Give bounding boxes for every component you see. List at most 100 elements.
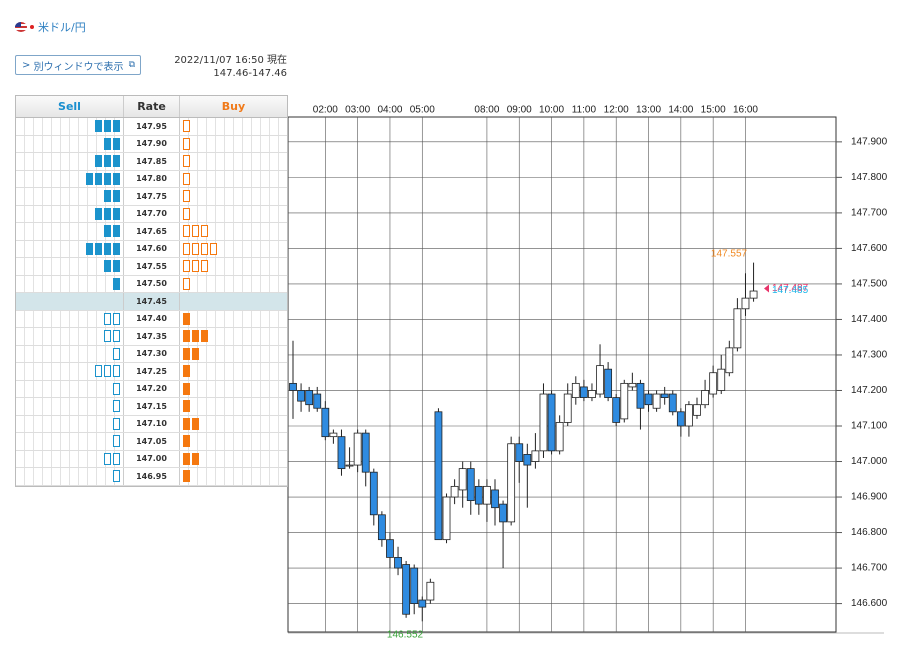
candle-body	[733, 308, 742, 349]
rate-cell: 147.50	[123, 275, 180, 292]
buy-cell	[180, 415, 287, 432]
y-tick-label: 147.500	[851, 279, 888, 290]
sell-block	[104, 190, 111, 202]
candle-body	[636, 382, 645, 409]
candle-body	[547, 393, 556, 452]
candle-body	[701, 390, 709, 406]
sell-cell	[16, 240, 123, 257]
buy-cell	[180, 240, 287, 257]
candle-body	[297, 390, 305, 402]
sell-block	[113, 225, 120, 237]
buy-block	[192, 417, 199, 430]
order-row: 146.95	[16, 468, 287, 486]
candle-body	[539, 393, 548, 452]
buy-cell	[180, 118, 287, 135]
timestamp-block: 2022/11/07 16:50 現在 147.46-147.46	[174, 54, 287, 80]
sell-block	[104, 120, 111, 132]
y-tick-label: 147.600	[851, 243, 888, 254]
sell-block	[95, 172, 102, 185]
order-row: 147.50	[16, 275, 287, 293]
rate-cell: 147.80	[123, 170, 180, 187]
x-tick-label: 13:00	[636, 105, 661, 116]
candle-body	[717, 368, 726, 391]
order-row: 147.65	[16, 223, 287, 241]
candle-body	[377, 514, 386, 541]
x-tick-label: 15:00	[701, 105, 726, 116]
rate-cell: 147.85	[123, 153, 180, 170]
candle-body	[531, 450, 540, 462]
buy-block	[210, 242, 217, 255]
rate-cell: 147.95	[123, 118, 180, 135]
sell-block	[113, 172, 120, 185]
buy-block	[201, 330, 208, 342]
candle-body	[345, 464, 354, 467]
y-tick-label: 146.800	[851, 527, 888, 538]
sell-block	[113, 470, 120, 482]
y-tick-label: 147.700	[851, 208, 888, 219]
buy-block	[192, 452, 199, 465]
x-tick-label: 14:00	[668, 105, 693, 116]
window-icon: ⧉	[128, 60, 135, 70]
buy-block	[183, 435, 190, 447]
x-tick-label: 04:00	[377, 105, 402, 116]
buy-block	[192, 242, 199, 255]
sell-block	[113, 242, 120, 255]
candle-body	[418, 599, 427, 608]
sell-cell	[16, 275, 123, 292]
candle-body	[579, 386, 588, 398]
order-row: 147.45	[16, 293, 287, 311]
sell-cell	[16, 310, 123, 327]
price-marker	[764, 284, 769, 293]
sell-block	[104, 137, 111, 150]
candle-body	[499, 503, 507, 523]
y-tick-label: 146.900	[851, 492, 888, 503]
sell-block	[86, 172, 93, 185]
buy-cell	[180, 223, 287, 240]
buy-cell	[180, 433, 287, 450]
candle-body	[361, 432, 370, 473]
order-row: 147.15	[16, 398, 287, 416]
candle-body	[668, 393, 677, 413]
buy-block	[183, 452, 190, 465]
sell-block	[104, 312, 111, 325]
candle-body	[693, 404, 701, 416]
sell-block	[113, 137, 120, 150]
buy-block	[183, 207, 190, 220]
sell-block	[104, 207, 111, 220]
popup-button[interactable]: > 別ウィンドウで表示 ⧉	[15, 55, 141, 75]
sell-cell	[16, 328, 123, 345]
order-row: 147.60	[16, 240, 287, 258]
order-row: 147.40	[16, 310, 287, 328]
x-tick-label: 03:00	[345, 105, 370, 116]
buy-block	[183, 470, 190, 482]
candle-body	[442, 496, 451, 541]
buy-cell	[180, 398, 287, 415]
candle-body	[402, 564, 411, 615]
sell-block	[95, 207, 102, 220]
candle-body	[644, 393, 653, 406]
annotation: 147.485	[772, 285, 809, 296]
order-row: 147.00	[16, 450, 287, 468]
rate-cell: 147.40	[123, 310, 180, 327]
flag-icon	[15, 22, 27, 32]
annotation: 147.557	[711, 248, 748, 259]
sell-block	[104, 260, 111, 272]
buy-block	[183, 260, 190, 272]
sell-block	[95, 242, 102, 255]
sell-cell	[16, 170, 123, 187]
candle-body	[369, 471, 378, 516]
sell-block	[113, 365, 120, 377]
sell-block	[113, 277, 120, 290]
buy-block	[183, 417, 190, 430]
sell-block	[104, 365, 111, 377]
rate-cell: 147.70	[123, 205, 180, 222]
buy-cell	[180, 345, 287, 362]
rate-cell: 147.30	[123, 345, 180, 362]
sell-cell	[16, 363, 123, 380]
candle-body	[321, 407, 330, 438]
sell-block	[95, 155, 102, 167]
buy-block	[183, 382, 190, 395]
annotation: 147.487	[772, 283, 809, 294]
y-tick-label: 146.600	[851, 598, 888, 609]
